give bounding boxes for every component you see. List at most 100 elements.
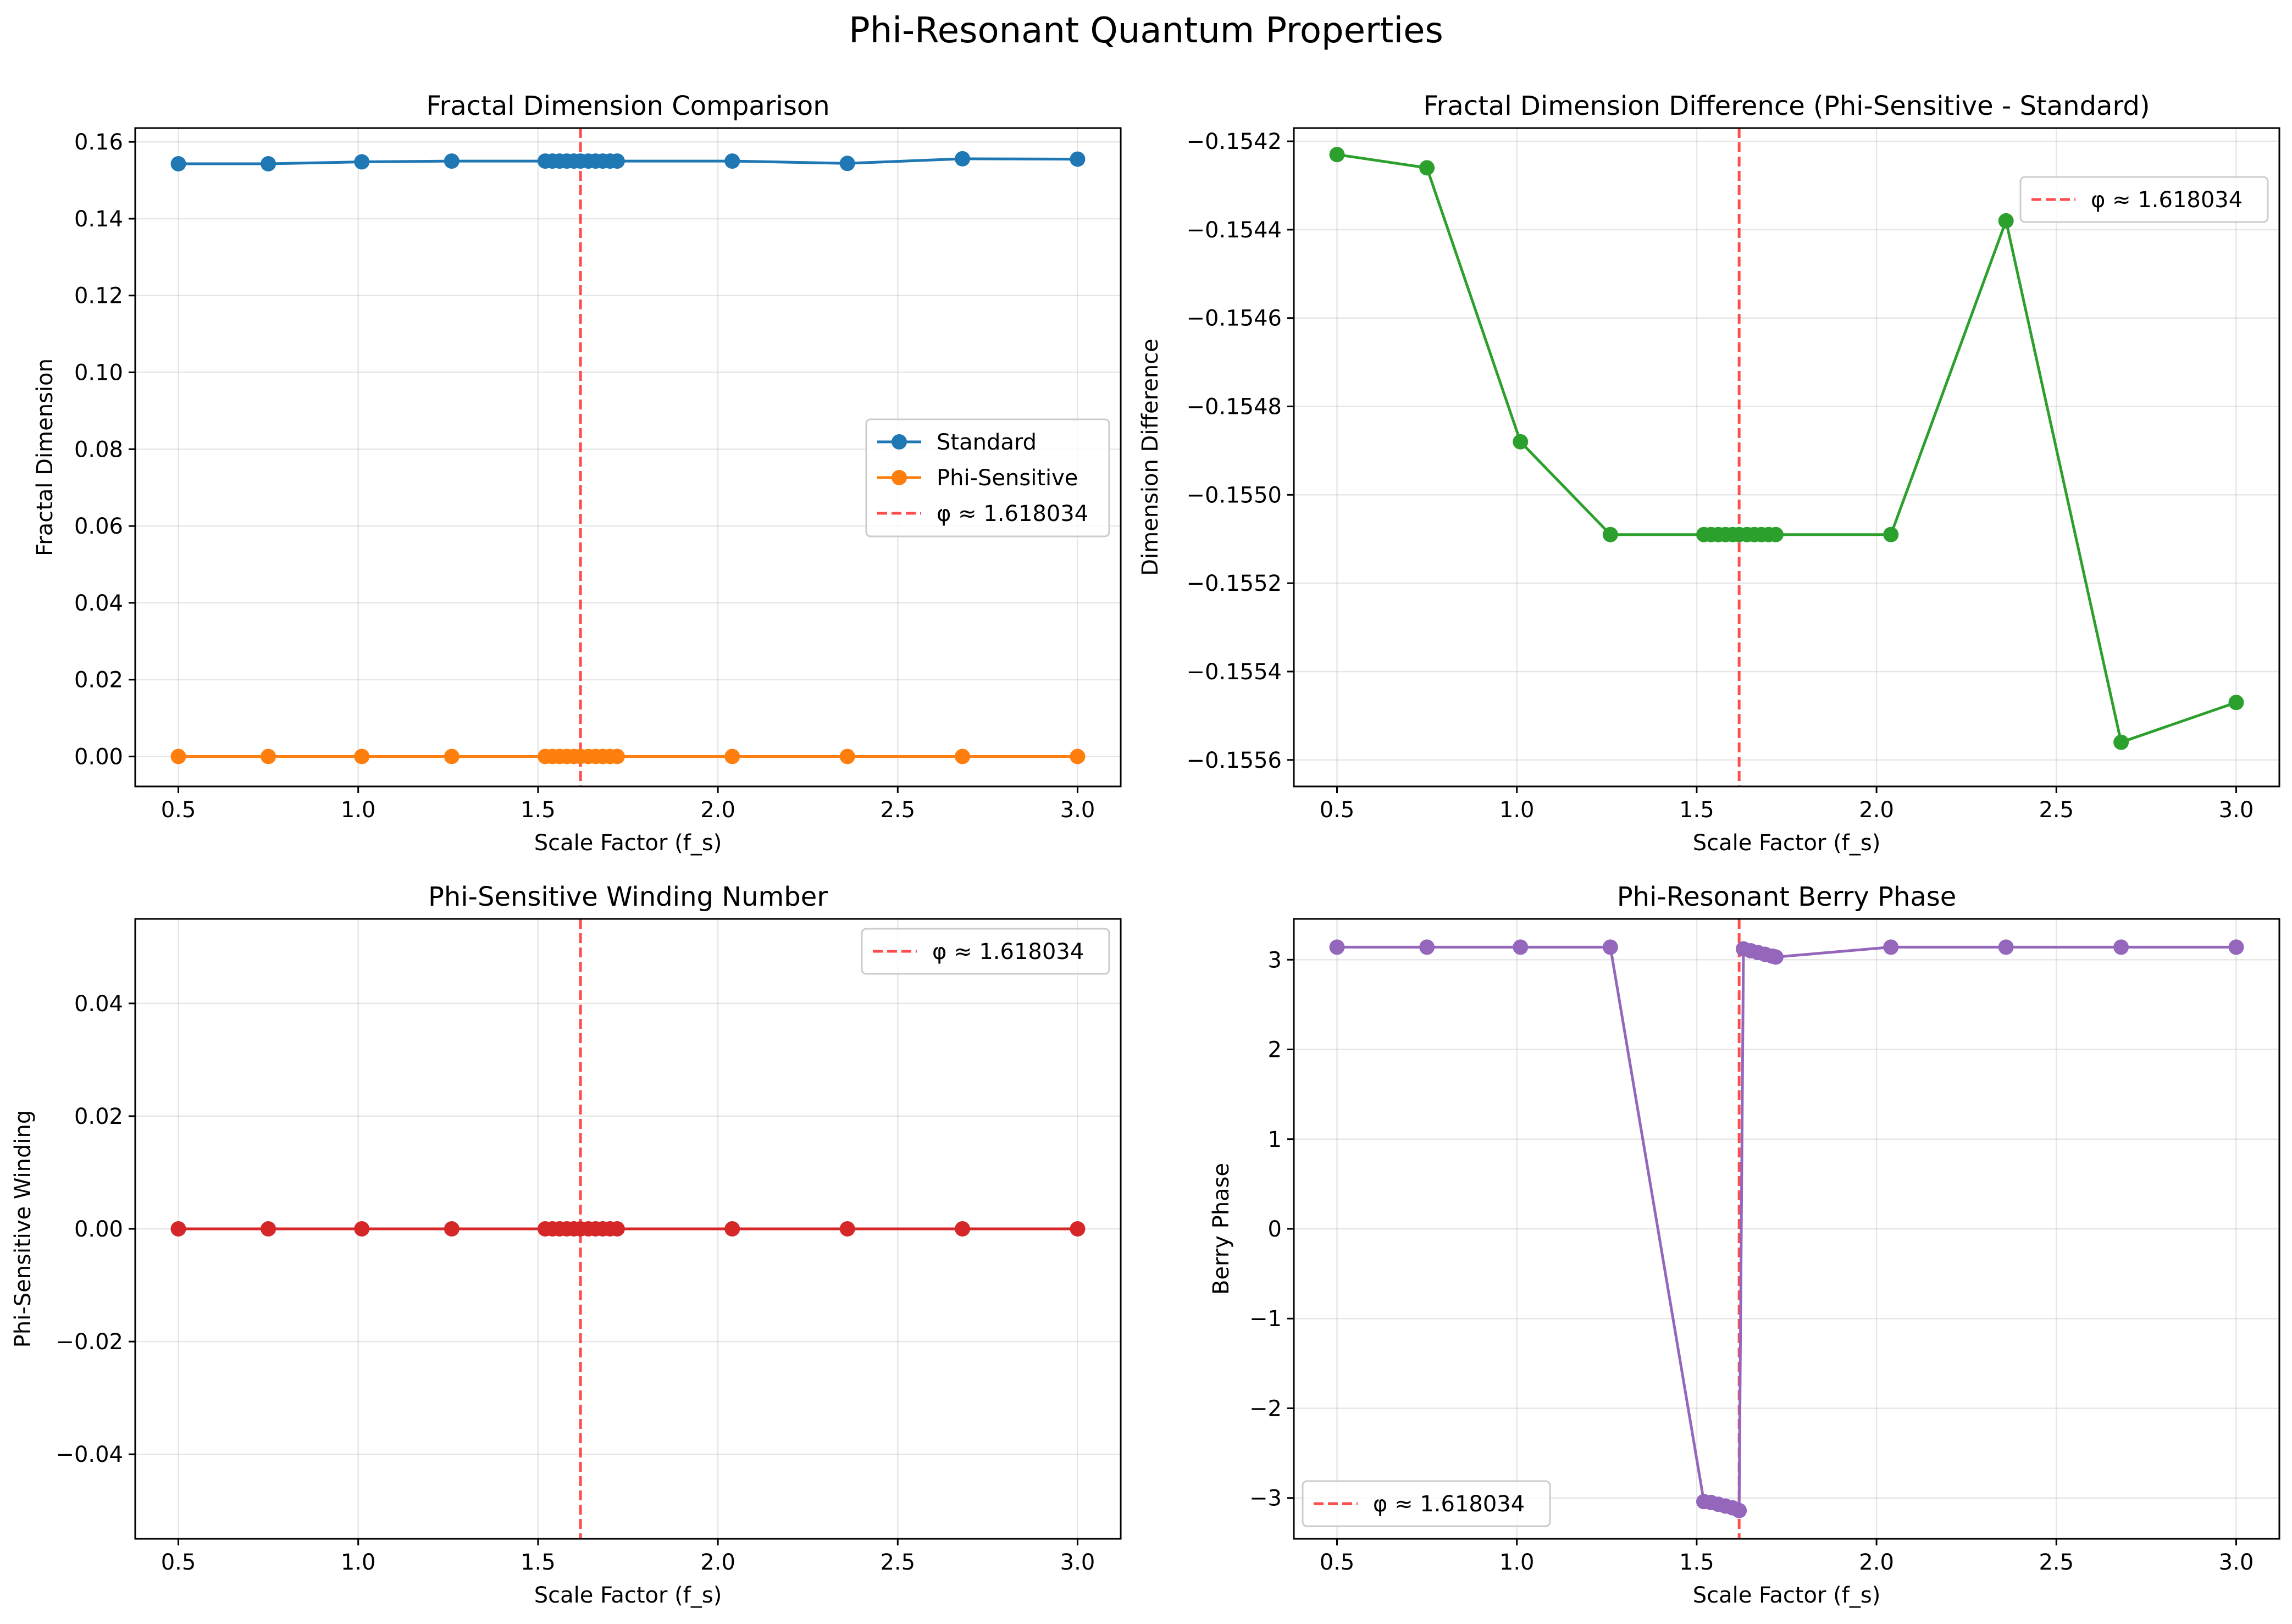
- legend-box: [2019, 176, 2269, 223]
- x-tick-label: 1.5: [1679, 1550, 1714, 1575]
- figure-suptitle: Phi-Resonant Quantum Properties: [849, 10, 1443, 51]
- y-tick-label: 0: [1268, 1217, 1282, 1242]
- data-point: [1602, 526, 1618, 542]
- legend-item: φ ≈ 1.618034: [877, 501, 1088, 526]
- series-1: [170, 1221, 1086, 1237]
- y-tick-label: 0.02: [74, 1104, 123, 1129]
- legend-item: Phi-Sensitive: [877, 465, 1078, 491]
- data-point: [1731, 1503, 1747, 1518]
- data-point: [2113, 939, 2129, 955]
- y-tick-label: 0.08: [74, 437, 123, 462]
- data-point: [2228, 939, 2244, 955]
- y-tick-label: −1: [1249, 1306, 1282, 1332]
- legend: φ ≈ 1.618034: [861, 928, 1110, 975]
- x-tick-label: 2.0: [700, 1550, 735, 1575]
- y-tick-label: −0.1556: [1187, 748, 1282, 773]
- x-tick-label: 3.0: [2219, 797, 2254, 823]
- x-tick-label: 0.5: [161, 797, 196, 823]
- y-tick-label: −0.1550: [1187, 483, 1282, 508]
- grid: [1294, 919, 2279, 1539]
- legend-box: [865, 418, 1110, 537]
- grid: [1294, 128, 2279, 786]
- data-point: [444, 749, 459, 764]
- x-tick-label: 2.5: [880, 1550, 915, 1575]
- series-line: [1337, 945, 2236, 1512]
- x-tick-label: 0.5: [161, 1550, 196, 1575]
- axes-frame: [1293, 127, 2280, 788]
- x-tick-label: 1.0: [1499, 797, 1535, 823]
- x-tick-label: 1.0: [1499, 1550, 1535, 1575]
- subplot-title: Fractal Dimension Comparison: [426, 91, 829, 121]
- y-tick-label: −0.1552: [1187, 571, 1282, 596]
- series-1: [1329, 939, 2244, 1518]
- data-point: [1998, 213, 2014, 229]
- x-axis-label: Scale Factor (f_s): [1693, 1583, 1881, 1608]
- data-point: [354, 749, 370, 764]
- data-point: [724, 153, 740, 169]
- y-axis-label: Dimension Difference: [1138, 339, 1163, 576]
- y-tick-label: 0.04: [74, 591, 123, 616]
- y-tick-label: 2: [1268, 1038, 1282, 1063]
- y-tick-label: −0.04: [56, 1442, 123, 1467]
- x-tick-label: 3.0: [1060, 797, 1095, 823]
- y-tick-label: −0.1546: [1187, 306, 1282, 331]
- data-point: [1768, 949, 1784, 965]
- data-point: [1070, 749, 1086, 764]
- data-point: [955, 749, 971, 764]
- x-tick-label: 0.5: [1320, 797, 1355, 823]
- data-point: [724, 749, 740, 764]
- y-tick-label: 0.02: [74, 668, 123, 693]
- legend-marker-swatch: [892, 434, 907, 450]
- data-point: [354, 154, 370, 170]
- x-tick-label: 1.5: [521, 797, 556, 823]
- data-point: [724, 1221, 740, 1237]
- data-point: [839, 156, 855, 171]
- data-point: [1070, 151, 1086, 167]
- y-tick-label: −2: [1249, 1396, 1282, 1421]
- subplot-title: Phi-Resonant Berry Phase: [1617, 882, 1957, 912]
- data-point: [2228, 695, 2244, 711]
- subplot-3: 0.5 1.0 1.5 2.0 2.5 3.0 −0.04 −0.02 0.00 0.02 0.04…: [10, 882, 1122, 1608]
- y-tick-label: 0.12: [74, 284, 123, 309]
- x-tick-label: 2.5: [880, 797, 915, 823]
- data-point: [839, 1221, 855, 1237]
- data-point: [170, 749, 186, 764]
- data-point: [609, 153, 625, 169]
- data-point: [261, 1221, 276, 1237]
- x-tick-label: 1.5: [1679, 797, 1714, 823]
- data-point: [170, 1221, 186, 1237]
- x-tick-label: 1.0: [341, 1550, 376, 1575]
- y-tick-label: 0.10: [74, 361, 123, 386]
- data-point: [609, 749, 625, 764]
- data-point: [1070, 1221, 1086, 1237]
- x-axis-label: Scale Factor (f_s): [534, 1583, 722, 1608]
- y-tick-label: 0.00: [74, 744, 123, 769]
- data-point: [1513, 434, 1529, 450]
- x-axis-label: Scale Factor (f_s): [534, 830, 722, 856]
- series-1: [1329, 147, 2244, 750]
- y-tick-label: 3: [1268, 947, 1282, 973]
- legend-label: Standard: [937, 430, 1037, 455]
- x-axis-label: Scale Factor (f_s): [1693, 830, 1881, 856]
- data-point: [444, 153, 459, 169]
- data-point: [261, 156, 276, 172]
- legend-item: φ ≈ 1.618034: [1314, 1492, 1525, 1517]
- y-tick-label: 0.16: [74, 130, 123, 155]
- subplot-2: 0.5 1.0 1.5 2.0 2.5 3.0 −0.1556 −0.1554 −0.1552 −…: [1138, 91, 2280, 856]
- subplot-4: 0.5 1.0 1.5 2.0 2.5 3.0 −3 −2 −1 0 1 2 3 Phi-Resonant…: [1209, 882, 2280, 1608]
- legend: φ ≈ 1.618034: [2019, 176, 2269, 223]
- data-point: [609, 1221, 625, 1237]
- y-tick-label: −0.1544: [1187, 218, 1282, 243]
- series-1: [170, 151, 1086, 172]
- legend-box: [1302, 1480, 1551, 1527]
- data-point: [1998, 939, 2014, 955]
- subplot-title: Phi-Sensitive Winding Number: [428, 882, 828, 912]
- x-tick-label: 1.5: [521, 1550, 556, 1575]
- legend-label: φ ≈ 1.618034: [2091, 187, 2243, 213]
- y-tick-label: 0.00: [74, 1217, 123, 1242]
- x-tick-label: 0.5: [1320, 1550, 1355, 1575]
- axes-frame: [134, 127, 1122, 788]
- data-point: [955, 151, 971, 167]
- data-point: [1419, 160, 1435, 176]
